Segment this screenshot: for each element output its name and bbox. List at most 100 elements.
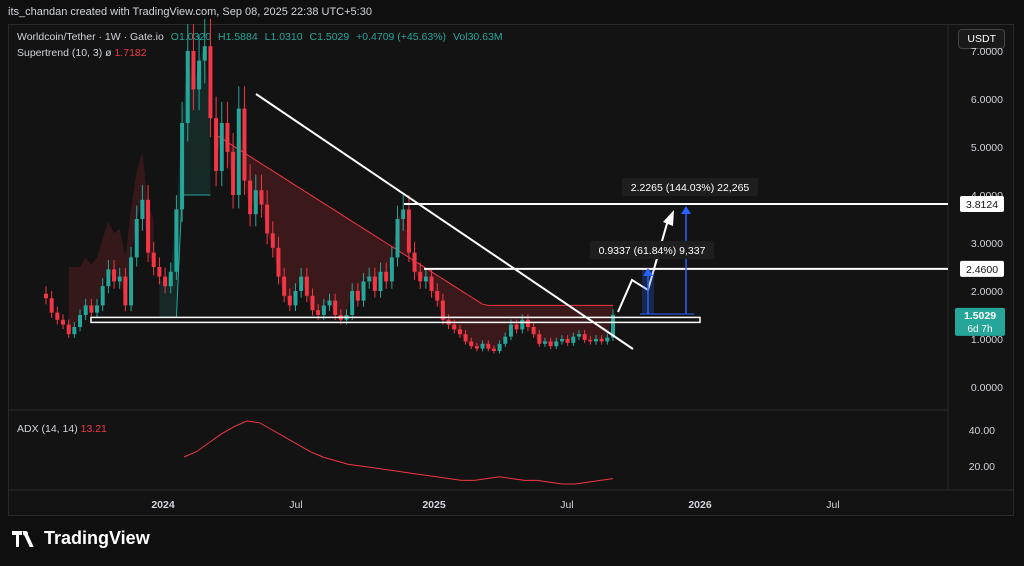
price-label-bg <box>960 260 1004 277</box>
candle-body <box>106 269 111 287</box>
candle-body <box>276 247 281 277</box>
candle-body <box>474 346 479 349</box>
candle-body <box>491 348 496 351</box>
candle-body <box>248 180 253 215</box>
supertrend-down-area <box>216 108 613 351</box>
candle-body <box>265 204 270 234</box>
annotation-label-2: 0.9337 (61.84%) 9,337 <box>599 245 706 257</box>
supertrend-legend[interactable]: Supertrend (10, 3) ø 1.7182 <box>17 47 147 59</box>
candle-body <box>378 271 383 291</box>
candle-body <box>231 151 236 195</box>
candle-body <box>316 310 321 315</box>
candle-body <box>44 293 48 299</box>
candle-body <box>389 257 394 282</box>
supertrend-early-down-area <box>68 151 154 335</box>
candle-body <box>174 209 179 272</box>
price-label: 1.5029 <box>964 310 996 322</box>
price-label: 3.8124 <box>966 199 998 211</box>
projection-arrow-icon <box>663 210 674 226</box>
pair-title[interactable]: Worldcoin/Tether · 1W · Gate.io <box>17 31 164 43</box>
candle-body <box>270 233 275 248</box>
candle-body <box>214 118 219 171</box>
candle-body <box>310 295 315 311</box>
candle-body <box>191 51 196 90</box>
candle-body <box>219 123 224 171</box>
candle-body <box>134 219 139 258</box>
close-value: C1.5029 <box>309 31 350 43</box>
candle-body <box>157 267 162 277</box>
candle-body <box>372 276 377 291</box>
candle-body <box>299 276 304 291</box>
candle-body <box>100 286 105 306</box>
measure-zone <box>642 270 654 314</box>
candle-body <box>514 324 519 330</box>
volume-value: Vol30.63M <box>452 31 503 43</box>
candle-body <box>412 252 417 272</box>
candle-body <box>452 324 457 330</box>
candle-body <box>429 276 434 291</box>
tradingview-logo-icon <box>12 530 38 547</box>
candle-body <box>282 276 287 296</box>
currency-button[interactable]: USDT <box>958 29 1005 49</box>
candle-body <box>565 339 570 343</box>
adx-tick-label: 20.00 <box>969 461 995 473</box>
candle-body <box>525 319 530 327</box>
candle-body <box>151 252 156 267</box>
candle-body <box>537 334 542 344</box>
candle-body <box>55 312 60 320</box>
candle-body <box>395 219 400 258</box>
candle-body <box>163 276 168 287</box>
candle-body <box>611 314 615 338</box>
x-tick-label: Jul <box>826 499 839 511</box>
candle-body <box>259 190 264 205</box>
candle-body <box>66 324 71 335</box>
candle-body <box>486 343 491 349</box>
supertrend-label: Supertrend (10, 3) <box>17 47 103 59</box>
candle-body <box>457 329 462 335</box>
annotation-bg-2 <box>590 241 714 259</box>
candle-body <box>520 319 525 330</box>
candle-body <box>293 291 298 306</box>
candle-body <box>89 305 94 313</box>
candle-body <box>384 271 389 282</box>
y-tick-label: 7.0000 <box>971 46 1003 58</box>
candle-body <box>497 343 502 351</box>
candle-body <box>61 319 66 325</box>
candle-body <box>208 46 213 119</box>
adx-legend[interactable]: ADX (14, 14) 13.21 <box>17 423 107 435</box>
candle-body <box>327 300 332 306</box>
y-tick-label: 1.0000 <box>971 334 1003 346</box>
candle-body <box>559 339 564 342</box>
candle-body <box>72 327 77 335</box>
annotation-label-1: 2.2265 (144.03%) 22,265 <box>631 182 750 194</box>
candle-body <box>117 276 122 282</box>
candle-body <box>542 341 547 344</box>
y-tick-label: 5.0000 <box>971 142 1003 154</box>
candle-body <box>304 276 309 296</box>
high-value: H1.5884 <box>218 31 258 43</box>
candle-body <box>588 339 593 342</box>
annotation-bg-1 <box>622 178 758 196</box>
supertrend-up-area <box>159 46 211 318</box>
candle-body <box>418 271 423 282</box>
candle-body <box>406 209 411 253</box>
adx-label: ADX (14, 14) <box>17 423 78 435</box>
candle-body <box>548 341 553 347</box>
price-label: 2.4600 <box>966 264 998 276</box>
candle-body <box>321 305 326 315</box>
candle-body <box>463 334 468 342</box>
candle-body <box>112 269 117 282</box>
candle-body <box>480 343 485 349</box>
candle-body <box>605 337 610 342</box>
change-value: +0.4709 (+45.63%) <box>356 31 447 43</box>
candle-body <box>49 298 54 313</box>
x-tick-label: 2026 <box>688 499 712 511</box>
candle-body <box>361 281 366 301</box>
candle-body <box>355 291 360 301</box>
y-tick-label: 0.0000 <box>971 382 1003 394</box>
support-zone <box>90 316 701 324</box>
candle-body <box>508 324 513 337</box>
candle-body <box>469 341 474 347</box>
